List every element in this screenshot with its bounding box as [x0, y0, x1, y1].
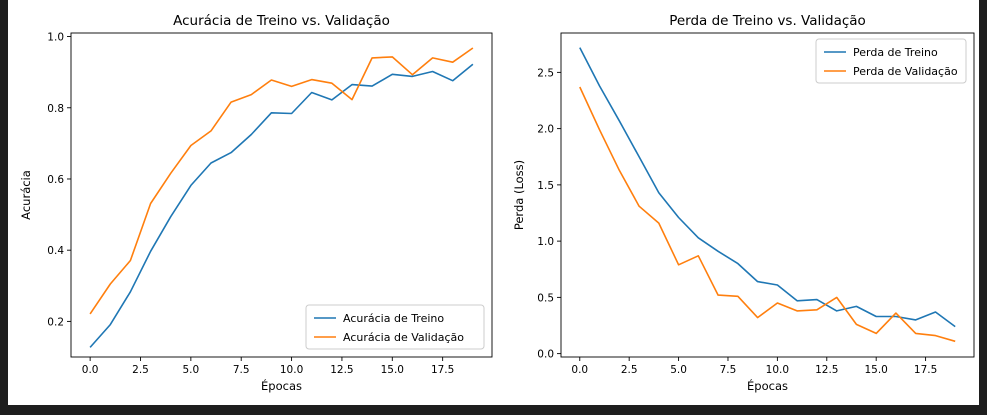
- y-tick-label: 2.5: [537, 67, 554, 79]
- y-tick-label: 2.0: [537, 124, 554, 136]
- x-tick-label: 2.5: [132, 364, 149, 376]
- chart-panel-2: Perda de Treino vs. Validação 0.0 2.5 5.0 7.…: [512, 13, 975, 393]
- x-tick-label: 15.0: [864, 364, 887, 376]
- series-line-1: [579, 47, 956, 328]
- x-tick-label: 7.5: [233, 364, 250, 376]
- y-tick-label: 1.0: [537, 236, 554, 248]
- y-axis-label: Perda (Loss): [512, 160, 526, 230]
- x-axis-label: Épocas: [261, 378, 302, 393]
- y-tick-label: 0.8: [47, 103, 64, 115]
- y-tick-label: 0.4: [47, 245, 64, 257]
- legend-label-2: Perda de Validação: [853, 65, 958, 78]
- chart-title: Perda de Treino vs. Validação: [669, 13, 866, 29]
- series-line-1: [89, 63, 474, 348]
- legend: Perda de Treino Perda de Validação: [815, 38, 967, 84]
- y-tick-label: 1.5: [537, 180, 554, 192]
- x-axis-label: Épocas: [747, 378, 788, 393]
- figure-svg: Acurácia de Treino vs. Validação 0.0 2.5 5.…: [19, 13, 975, 393]
- x-tick-label: 10.0: [280, 364, 303, 376]
- chart-title: Acurácia de Treino vs. Validação: [173, 13, 390, 29]
- legend-label-2: Acurácia de Validação: [343, 331, 464, 344]
- x-tick-label: 2.5: [621, 364, 638, 376]
- x-tick-label: 17.5: [914, 364, 937, 376]
- y-tick-label: 1.0: [47, 32, 64, 44]
- chart-panel-1: Acurácia de Treino vs. Validação 0.0 2.5 5.…: [19, 13, 493, 393]
- y-axis-label: Acurácia: [19, 170, 33, 220]
- series-line-2: [89, 47, 474, 315]
- x-tick-label: 10.0: [766, 364, 789, 376]
- plot-area-frame: [560, 32, 975, 358]
- legend-box: [305, 304, 485, 350]
- plot-area-frame: [70, 32, 493, 358]
- y-tick-label: 0.0: [537, 349, 554, 361]
- series-line-2: [579, 86, 956, 343]
- legend-label-1: Acurácia de Treino: [343, 312, 444, 325]
- x-tick-label: 0.0: [571, 364, 588, 376]
- y-tick-label: 0.2: [47, 316, 64, 328]
- y-tick-label: 0.5: [537, 292, 554, 304]
- x-tick-label: 5.0: [183, 364, 200, 376]
- x-tick-label: 15.0: [381, 364, 404, 376]
- y-tick-label: 0.6: [47, 174, 64, 186]
- x-tick-label: 7.5: [720, 364, 737, 376]
- x-tick-label: 12.5: [330, 364, 353, 376]
- figure-canvas: Acurácia de Treino vs. Validação 0.0 2.5 5.…: [8, 0, 979, 405]
- x-tick-label: 5.0: [670, 364, 687, 376]
- legend-box: [815, 38, 967, 84]
- x-tick-label: 12.5: [815, 364, 838, 376]
- x-tick-label: 17.5: [431, 364, 454, 376]
- legend: Acurácia de Treino Acurácia de Validação: [305, 304, 485, 350]
- x-tick-label: 0.0: [82, 364, 99, 376]
- legend-label-1: Perda de Treino: [853, 46, 938, 59]
